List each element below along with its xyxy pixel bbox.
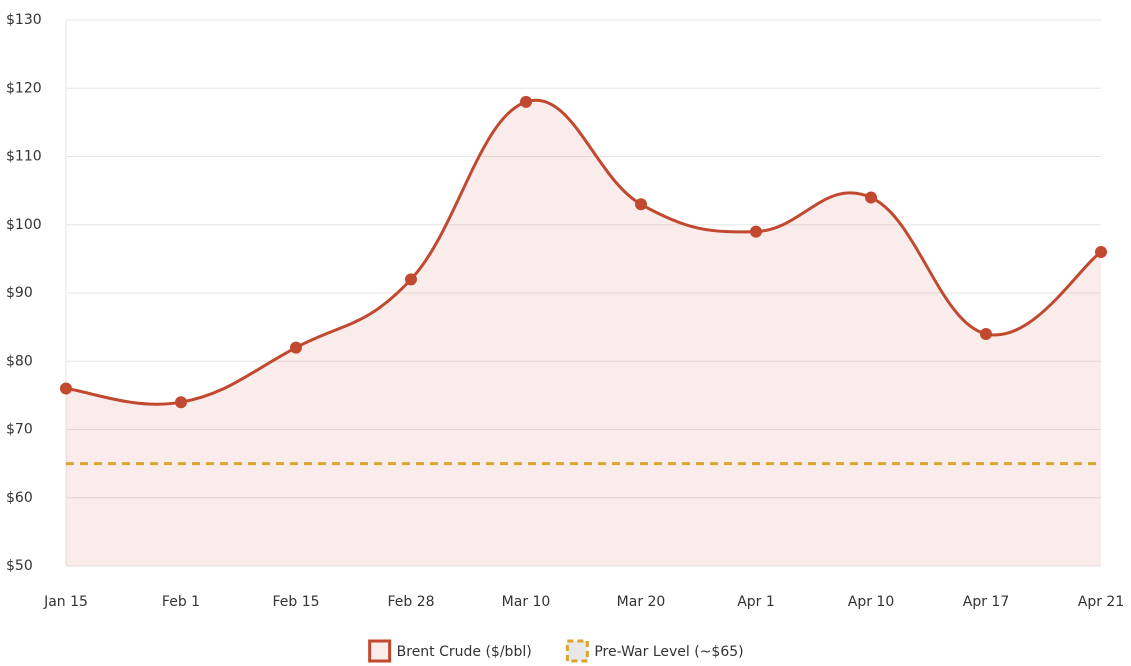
x-tick-label: Mar 20 [617,594,666,610]
legend-swatch [565,639,589,663]
y-tick-label: $50 [6,558,33,574]
point [865,191,877,204]
y-tick-label: $60 [6,490,33,506]
point [635,198,647,211]
x-tick-label: Apr 10 [848,594,894,610]
line [65,98,1102,406]
point [1095,246,1107,259]
y-tick-label: $130 [6,12,42,28]
legend-swatch [368,639,392,663]
x-tick-label: Feb 15 [272,594,319,610]
x-tick-label: Feb 1 [162,594,200,610]
point [405,273,417,286]
y-tick-label: $90 [6,285,33,301]
x-tick-label: Mar 10 [502,594,551,610]
x-tick-label: Apr 1 [737,594,775,610]
x-tick-label: Apr 17 [963,594,1009,610]
point [175,396,187,409]
y-tick-label: $70 [6,422,33,438]
area [66,100,1101,566]
point [60,382,72,395]
x-tick-label: Jan 15 [43,594,88,610]
y-tick-label: $80 [6,353,33,369]
point [750,225,762,238]
legend-label: Brent Crude ($/bbl) [397,644,532,660]
y-tick-label: $120 [6,80,42,96]
y-tick-label: $100 [6,217,42,233]
legend-label: Pre-War Level (~$65) [594,644,743,660]
point [520,95,532,108]
point [980,327,992,340]
y-tick-label: $110 [6,149,42,165]
x-tick-label: Apr 21 [1078,594,1124,610]
x-tick-label: Feb 28 [387,594,434,610]
point [290,341,302,354]
